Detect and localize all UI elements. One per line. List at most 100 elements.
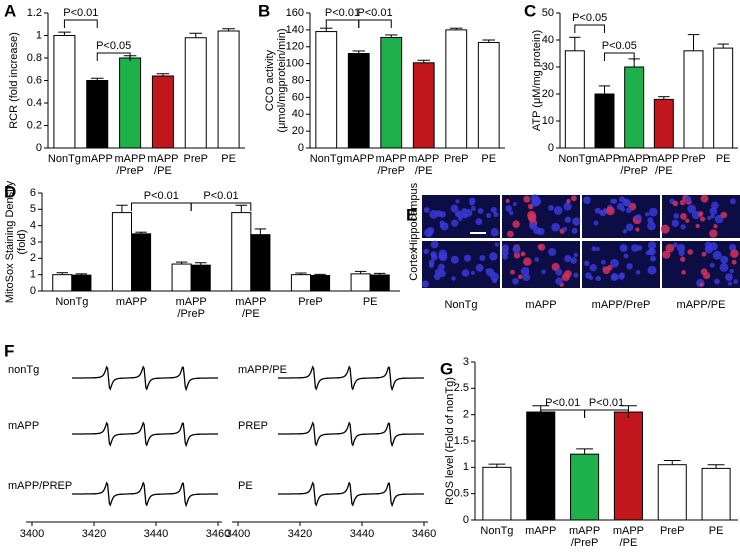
error-bar xyxy=(189,32,203,38)
x-tick-label: /PreP xyxy=(116,165,144,177)
y-tick-label: 1 xyxy=(36,29,42,41)
x-tick-label: mAPP xyxy=(569,525,600,537)
bar xyxy=(190,264,211,292)
error-bar xyxy=(569,36,581,51)
x-tick-label: PreP xyxy=(681,153,705,165)
y-tick-label: 160 xyxy=(286,7,304,19)
cell xyxy=(600,259,606,265)
cell xyxy=(719,263,729,272)
y-axis-label: RCR (fold increase) xyxy=(8,32,20,129)
x-tick-label: 3440 xyxy=(144,528,168,540)
cell xyxy=(626,263,633,270)
y-tick-label: 1.5 xyxy=(454,435,469,447)
error-bar xyxy=(482,39,495,43)
cell xyxy=(687,249,694,255)
bar xyxy=(369,274,390,292)
cell xyxy=(728,281,733,286)
x-tick-label: PreP xyxy=(184,153,208,165)
x-tick-label: PreP xyxy=(298,296,322,308)
bar xyxy=(526,411,556,521)
cell xyxy=(527,203,534,210)
y-tick-label: 5 xyxy=(30,203,36,215)
cell xyxy=(665,243,675,253)
cell xyxy=(595,275,601,282)
cell xyxy=(591,246,597,252)
cell xyxy=(730,198,736,205)
bar xyxy=(657,464,687,521)
y-tick-label: 0 xyxy=(30,285,36,297)
epr-trace xyxy=(72,481,218,508)
y-tick-label: 2 xyxy=(30,252,36,264)
cell xyxy=(648,241,657,250)
error-bar xyxy=(75,273,88,276)
cell xyxy=(531,198,540,207)
x-tick-label: PE xyxy=(716,153,731,165)
cell xyxy=(593,220,599,226)
x-tick-label: /PreP xyxy=(377,165,405,177)
cell xyxy=(562,226,568,232)
significance-bracket xyxy=(190,202,252,211)
panel-letter: B xyxy=(258,1,270,20)
x-tick-label: mAPP xyxy=(619,153,650,165)
bar xyxy=(594,93,615,149)
cell xyxy=(564,254,572,263)
cell xyxy=(438,252,448,262)
x-tick-label: mAPP xyxy=(408,153,439,165)
cell xyxy=(730,249,739,258)
error-bar xyxy=(314,273,326,276)
y-tick-label: 40 xyxy=(542,34,554,46)
cell xyxy=(679,199,686,206)
bar xyxy=(701,467,731,521)
error-bar xyxy=(235,204,248,213)
cell xyxy=(702,271,711,280)
cell xyxy=(672,200,679,207)
bar xyxy=(53,35,76,149)
cell xyxy=(691,210,701,220)
cell xyxy=(595,247,600,252)
column-label: mAPP/PreP xyxy=(592,299,651,311)
cell xyxy=(561,273,570,282)
bar xyxy=(613,411,643,521)
y-tick-label: 20 xyxy=(542,88,554,100)
y-tick-label: 50 xyxy=(542,7,554,19)
bar xyxy=(347,53,370,149)
x-tick-label: PreP xyxy=(660,525,684,537)
cell xyxy=(605,206,615,216)
cell xyxy=(712,250,722,260)
cell xyxy=(523,257,532,266)
y-tick-label: 0 xyxy=(36,142,42,154)
error-bar xyxy=(116,204,128,213)
bar xyxy=(315,31,338,149)
error-bar xyxy=(488,463,506,468)
x-tick-label: /PreP xyxy=(571,537,599,549)
x-tick-label: mAPP xyxy=(648,153,679,165)
x-tick-label: mAPP xyxy=(116,296,147,308)
bar xyxy=(482,466,512,521)
cell xyxy=(619,244,628,253)
cell xyxy=(707,215,712,221)
cell xyxy=(635,270,641,275)
significance-bracket xyxy=(63,19,98,28)
cell xyxy=(647,265,657,275)
cell xyxy=(698,210,704,217)
y-tick-label: 0 xyxy=(298,142,304,154)
cell xyxy=(616,202,625,211)
epr-trace xyxy=(278,481,424,508)
cell xyxy=(566,198,571,204)
cell xyxy=(622,229,628,234)
trace-label: mAPP/PE xyxy=(238,364,287,376)
cell xyxy=(517,274,523,280)
cell xyxy=(434,268,441,275)
cell xyxy=(438,270,446,278)
cell xyxy=(673,213,680,219)
cell xyxy=(583,196,591,205)
error-bar xyxy=(175,261,188,265)
x-tick-label: mAPP xyxy=(343,153,374,165)
cell xyxy=(461,269,470,277)
cell xyxy=(570,195,577,202)
y-tick-label: 0 xyxy=(463,514,469,526)
y-tick-label: 20 xyxy=(292,125,304,137)
bar xyxy=(310,274,331,292)
error-bar xyxy=(687,34,700,51)
x-tick-label: mAPP xyxy=(176,296,207,308)
